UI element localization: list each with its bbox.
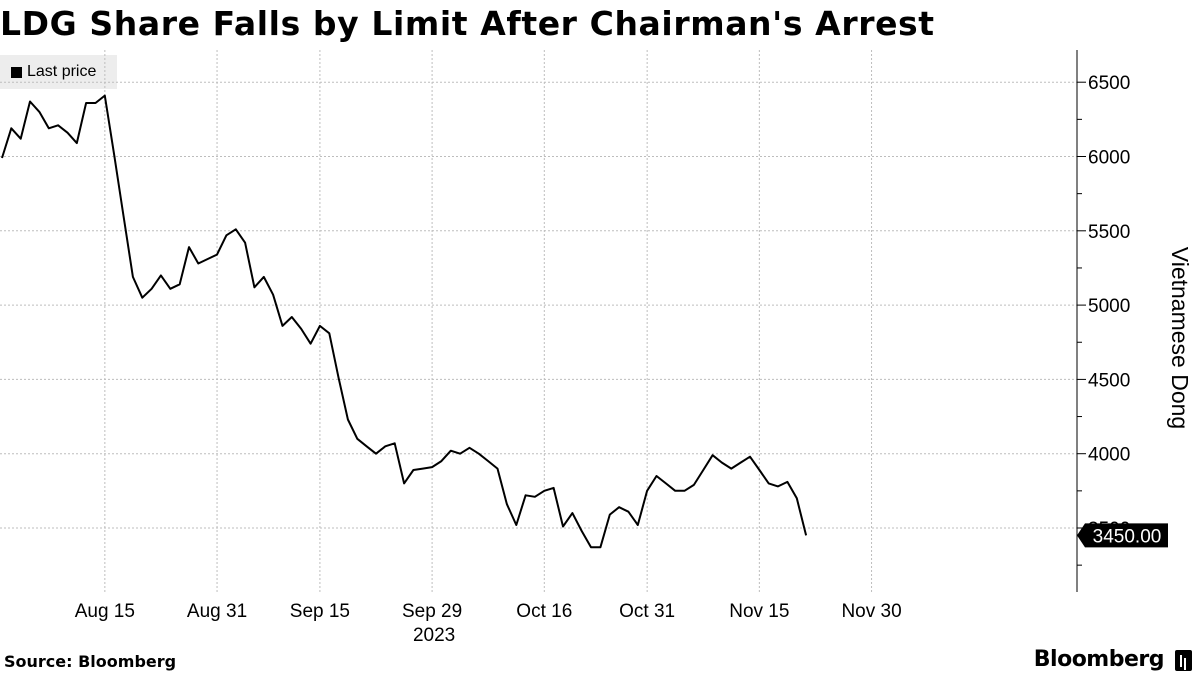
- y-axis-label: Vietnamese Dong: [1167, 247, 1193, 429]
- y-tick-label: 4000: [1088, 445, 1130, 466]
- series-line-last-price: [1, 94, 808, 549]
- y-tick-label: 6500: [1088, 73, 1130, 94]
- x-tick-label: Oct 31: [619, 601, 675, 622]
- bloomberg-logo: Bloomberg: [1033, 647, 1165, 672]
- chart-title: LDG Share Falls by Limit After Chairman'…: [0, 4, 935, 43]
- x-tick-label: Sep 15: [290, 601, 350, 622]
- last-value-label: 3450.00: [1093, 526, 1162, 547]
- series-layer: [1, 94, 808, 549]
- y-tick-label: 5000: [1088, 296, 1130, 317]
- last-value-marker: 3450.00: [1077, 523, 1168, 548]
- x-tick-label: Sep 29: [402, 601, 462, 622]
- gridlines: [0, 50, 1077, 592]
- last-value-badge: [1077, 523, 1168, 548]
- y-tick-label: 6000: [1088, 148, 1130, 169]
- x-tick-label: Aug 31: [187, 601, 247, 622]
- x-tick-label: Nov 15: [729, 601, 789, 622]
- x-year-label: 2023: [413, 625, 455, 646]
- x-tick-label: Aug 15: [75, 601, 135, 622]
- x-axis: Aug 15 Aug 31 Sep 15 Sep 29 Oct 16 Oct 31 Nov …: [75, 601, 902, 646]
- legend: Last price: [0, 55, 117, 89]
- legend-label-last-price: Last price: [27, 63, 97, 80]
- legend-swatch-last-price: [11, 66, 22, 78]
- x-tick-label: Nov 30: [841, 601, 901, 622]
- x-tick-label: Oct 16: [516, 601, 572, 622]
- y-tick-label: 4500: [1088, 370, 1130, 391]
- bloomberg-terminal-icon: [1175, 650, 1192, 671]
- source-note: Source: Bloomberg: [4, 652, 177, 671]
- y-axis: 3500400045005000550060006500: [1076, 50, 1130, 592]
- y-tick-label: 5500: [1088, 222, 1130, 243]
